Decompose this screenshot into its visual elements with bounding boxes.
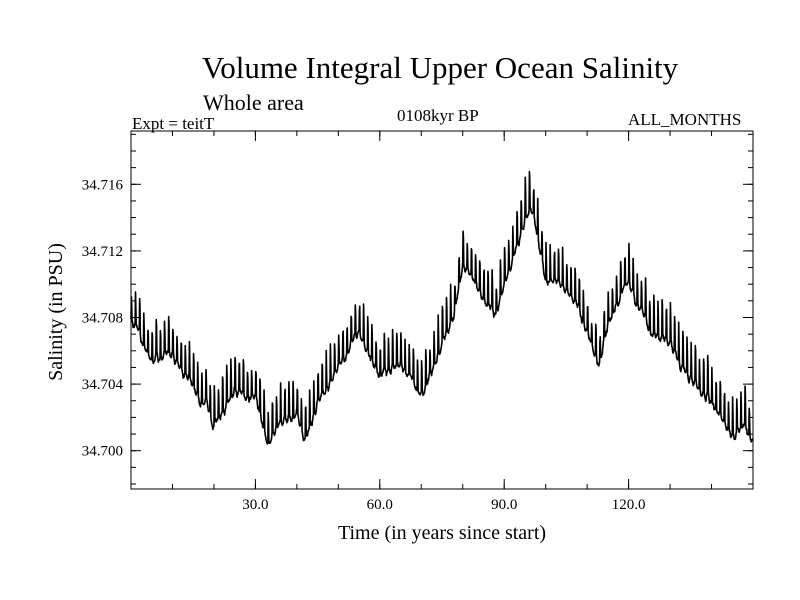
chart-subtitle: Whole area bbox=[203, 90, 304, 115]
y-tick-label: 34.704 bbox=[82, 377, 124, 393]
y-tick-label: 34.716 bbox=[82, 177, 124, 193]
y-axis-label: Salinity (in PSU) bbox=[45, 243, 67, 381]
chart-title: Volume Integral Upper Ocean Salinity bbox=[201, 50, 679, 85]
experiment-label: Expt = teitT bbox=[132, 114, 215, 133]
series-line-0 bbox=[130, 170, 754, 445]
y-tick-label: 34.708 bbox=[82, 310, 123, 326]
months-label: ALL_MONTHS bbox=[628, 110, 742, 129]
x-tick-label: 60.0 bbox=[367, 497, 393, 513]
x-tick-label: 90.0 bbox=[491, 497, 517, 513]
x-tick-label: 30.0 bbox=[242, 497, 268, 513]
x-axis-label: Time (in years since start) bbox=[338, 522, 546, 544]
x-tick-label: 120.0 bbox=[612, 497, 646, 513]
y-tick-label: 34.712 bbox=[82, 244, 123, 260]
period-label: 0108kyr BP bbox=[397, 106, 479, 125]
y-tick-label: 34.700 bbox=[82, 444, 123, 460]
